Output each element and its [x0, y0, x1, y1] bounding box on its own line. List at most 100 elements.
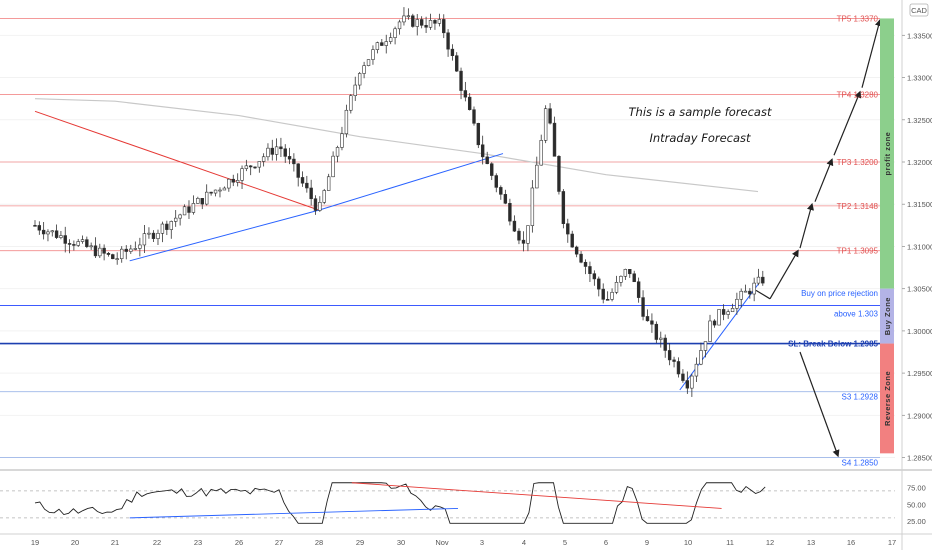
candle: [605, 299, 610, 301]
candle: [244, 165, 249, 169]
candle: [169, 221, 173, 230]
candle: [490, 163, 494, 176]
candle: [296, 163, 300, 178]
level-label-8: S3 1.2928: [842, 393, 879, 402]
candle: [476, 122, 481, 146]
candle: [67, 243, 72, 245]
candle: [654, 323, 659, 340]
candle: [499, 187, 503, 195]
forecast-arrow-3: [833, 90, 862, 156]
buy-zone-label: Buy Zone: [883, 297, 892, 335]
candle: [72, 244, 76, 246]
candle: [124, 248, 128, 252]
candle: [102, 247, 106, 254]
candle: [279, 146, 283, 150]
candle: [147, 232, 151, 235]
candle: [335, 147, 340, 157]
candle: [357, 73, 362, 86]
candle: [597, 278, 601, 290]
x-tick-label: 26: [235, 538, 243, 547]
y-tick-label: 1.29000: [907, 411, 932, 420]
level-labels: TP5 1.3370 TP4 1.3280 TP3 1.3200 TP2 1.3148…: [788, 14, 878, 467]
uptrend-line-2: [318, 153, 504, 211]
x-tick-label: 13: [807, 538, 815, 547]
candle: [437, 19, 442, 24]
reverse-zone-label: Reverse Zone: [883, 371, 892, 426]
candle: [508, 202, 512, 222]
candle: [601, 288, 605, 300]
x-tick-label: 4: [522, 538, 526, 547]
candle: [411, 15, 415, 27]
forecast-arrow-4: [861, 18, 882, 88]
level-label-7: SL: Break Below 1.2985: [788, 340, 878, 349]
candle: [717, 309, 721, 326]
candle: [446, 32, 450, 50]
reverse-zone: [880, 343, 894, 454]
currency-label: CAD: [911, 6, 927, 15]
candle: [459, 70, 463, 91]
candle: [623, 269, 628, 277]
oscillator-panel[interactable]: 75.00 50.00 25.00: [0, 482, 926, 526]
x-tick-label: 10: [684, 538, 692, 547]
candle: [93, 245, 98, 257]
candle: [33, 225, 37, 227]
forecast-arrows: [755, 18, 882, 458]
forecast-arrow-0: [769, 249, 799, 300]
candle: [503, 194, 508, 204]
candle: [380, 42, 384, 46]
x-tick-label: 9: [645, 538, 649, 547]
candle: [743, 290, 748, 293]
candle: [59, 235, 63, 238]
candle: [222, 187, 227, 191]
candle: [173, 217, 178, 222]
buy-zone: [880, 288, 894, 344]
candle: [248, 165, 253, 168]
level-label-4: TP1 1.3095: [837, 247, 879, 256]
x-tick-label: 16: [847, 538, 855, 547]
y-tick-label: 1.29500: [907, 369, 932, 378]
candle: [735, 298, 739, 309]
candle: [191, 203, 196, 213]
candle: [690, 375, 694, 389]
profit-zone-label: profit zone: [883, 132, 892, 176]
time-axis[interactable]: 19 20 21 22 23 26 27 28 29 30 Nov 3 4 5 6 9 10 11 12 13 16 17: [31, 538, 896, 547]
x-tick-label: 5: [563, 538, 567, 547]
candle: [165, 223, 169, 230]
candle: [592, 273, 597, 280]
price-axis[interactable]: 1.33500 1.33000 1.32500 1.32000 1.31500 1.310…: [902, 31, 932, 463]
candle: [129, 248, 133, 252]
candle: [151, 232, 156, 239]
candle: [98, 247, 102, 257]
candle: [375, 42, 380, 50]
candle: [636, 281, 641, 298]
candle: [579, 253, 583, 263]
candle: [703, 341, 708, 351]
candle: [526, 225, 530, 244]
candle: [712, 320, 717, 326]
candle: [384, 41, 388, 46]
candle: [442, 19, 446, 34]
x-tick-label: 19: [31, 538, 39, 547]
reverse-arrow: [799, 351, 840, 458]
candle: [200, 198, 204, 205]
candle: [685, 380, 690, 389]
candle: [50, 230, 54, 233]
candle: [406, 15, 411, 18]
candle: [480, 144, 485, 158]
candle: [253, 166, 257, 169]
uptrend-line-3: [679, 284, 759, 391]
candle: [756, 276, 761, 284]
level-label-3: TP2 1.3148: [837, 202, 879, 211]
candle: [721, 309, 726, 315]
candle: [433, 20, 437, 24]
candle: [419, 19, 424, 26]
candle: [54, 230, 59, 238]
y-tick-label: 1.32500: [907, 116, 932, 125]
currency-badge[interactable]: [909, 3, 929, 17]
candlesticks[interactable]: [33, 7, 765, 397]
candle: [676, 361, 681, 375]
candle: [424, 25, 428, 28]
y-tick-label: 1.30500: [907, 285, 932, 294]
candle: [300, 177, 305, 184]
